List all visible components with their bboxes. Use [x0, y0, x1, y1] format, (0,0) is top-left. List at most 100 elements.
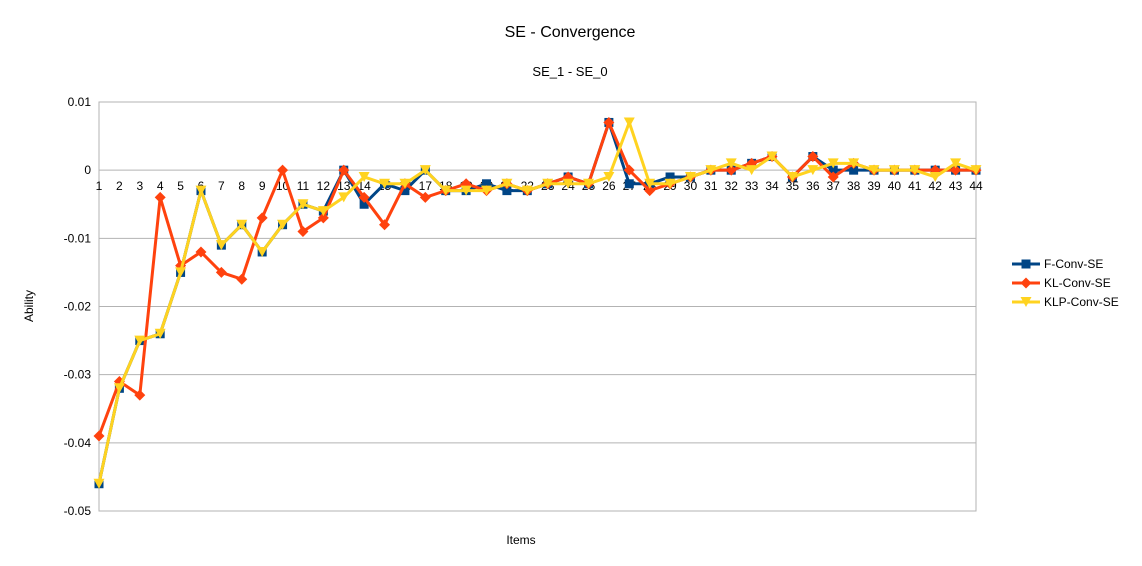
data-point — [970, 165, 982, 176]
data-point — [1020, 297, 1032, 307]
series-f-conv-se — [94, 117, 981, 489]
x-tick-label: 33 — [745, 179, 759, 193]
x-tick-label: 12 — [317, 179, 331, 193]
data-point — [542, 178, 554, 189]
legend-label: KL-Conv-SE — [1044, 276, 1111, 290]
data-point — [113, 383, 125, 394]
data-point — [664, 178, 676, 189]
axes — [98, 101, 977, 512]
data-point — [521, 185, 533, 196]
data-point — [379, 219, 391, 231]
x-tick-label: 37 — [827, 179, 841, 193]
x-tick-label: 7 — [218, 179, 225, 193]
y-tick-label: -0.05 — [64, 504, 92, 518]
y-tick-label: -0.02 — [64, 300, 92, 314]
x-tick-label: 13 — [337, 179, 351, 193]
data-point — [419, 165, 431, 176]
data-point — [482, 179, 492, 189]
series-klp-conv-se — [93, 117, 982, 489]
data-point — [175, 267, 187, 278]
data-point — [624, 179, 634, 189]
x-tick-label: 41 — [908, 179, 922, 193]
data-point — [603, 171, 615, 182]
data-point — [725, 158, 737, 169]
series-lines — [93, 116, 982, 489]
data-point — [93, 430, 105, 442]
legend-item: F-Conv-SE — [1012, 257, 1103, 271]
plot-area-frame — [98, 101, 977, 512]
x-tick-label: 4 — [157, 179, 164, 193]
data-point — [154, 191, 166, 203]
data-point — [582, 178, 594, 189]
data-point — [256, 212, 268, 224]
x-axis-label: Items — [506, 533, 535, 547]
data-point — [828, 165, 838, 175]
data-point — [359, 199, 369, 209]
data-point — [929, 171, 941, 182]
data-point — [379, 178, 391, 189]
x-tick-label: 43 — [949, 179, 963, 193]
legend: F-Conv-SE KL-Conv-SE KLP-Conv-SE — [1012, 257, 1119, 309]
legend-label: F-Conv-SE — [1044, 257, 1103, 271]
data-point — [215, 240, 227, 251]
data-point — [1021, 259, 1031, 269]
data-point — [827, 158, 839, 169]
data-point — [807, 151, 819, 163]
x-tick-label: 31 — [704, 179, 718, 193]
data-point — [215, 266, 227, 278]
data-point — [236, 219, 248, 230]
data-point — [195, 246, 207, 258]
data-point — [277, 164, 289, 176]
x-tick-label: 3 — [136, 179, 143, 193]
y-tick-label: -0.01 — [64, 231, 92, 245]
x-tick-label: 40 — [888, 179, 902, 193]
data-point — [562, 178, 574, 189]
x-tick-label: 1 — [96, 179, 103, 193]
data-point — [338, 192, 350, 203]
data-point — [1020, 277, 1032, 289]
y-tick-label: -0.03 — [64, 368, 92, 382]
x-tick-label: 38 — [847, 179, 861, 193]
data-point — [358, 191, 370, 203]
x-tick-label: 11 — [297, 179, 310, 193]
data-point — [338, 164, 350, 176]
data-point — [807, 165, 819, 176]
data-point — [154, 328, 166, 339]
data-point — [277, 219, 289, 230]
data-point — [746, 165, 758, 176]
data-point — [644, 185, 656, 197]
x-tick-label: 35 — [786, 179, 800, 193]
x-tick-label: 36 — [806, 179, 820, 193]
x-tick-label: 2 — [116, 179, 123, 193]
data-point — [623, 164, 635, 176]
data-point — [297, 199, 309, 210]
data-point — [134, 335, 146, 346]
data-point — [950, 158, 962, 169]
data-point — [848, 158, 860, 169]
x-tick-label: 9 — [259, 179, 266, 193]
data-point — [399, 178, 411, 189]
data-point — [134, 389, 146, 401]
x-tick-label: 17 — [419, 179, 433, 193]
data-point — [786, 171, 798, 182]
series-kl-conv-se — [93, 116, 982, 442]
data-point — [684, 171, 696, 182]
data-point — [256, 246, 268, 257]
data-point — [501, 178, 513, 189]
data-point — [400, 186, 410, 196]
data-point — [419, 191, 431, 203]
data-point — [481, 185, 493, 196]
series-line — [97, 120, 976, 485]
data-point — [827, 171, 839, 183]
data-point — [950, 164, 962, 176]
series-line — [97, 120, 976, 437]
x-tick-label: 32 — [725, 179, 739, 193]
chart-title: SE - Convergence — [505, 24, 636, 41]
data-point — [603, 116, 615, 128]
y-tick-labels: 0.01 0 -0.01 -0.02 -0.03 -0.04 -0.05 — [64, 95, 92, 518]
data-point — [440, 185, 452, 196]
legend-label: KLP-Conv-SE — [1044, 295, 1119, 309]
data-point — [623, 117, 635, 128]
x-tick-label: 44 — [969, 179, 983, 193]
